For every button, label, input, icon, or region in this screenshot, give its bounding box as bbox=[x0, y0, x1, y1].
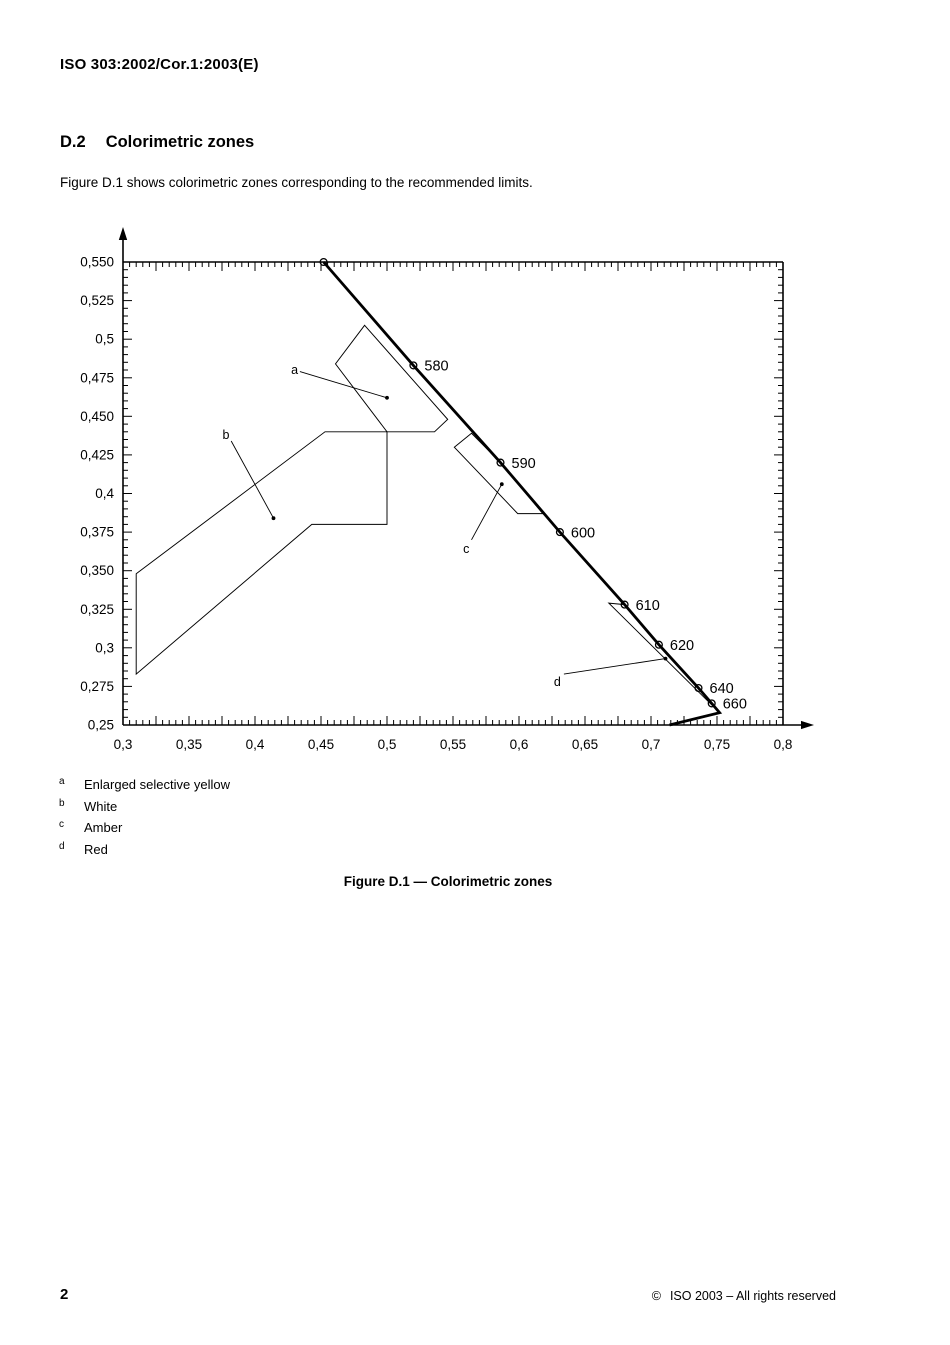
zone-a-letter: a bbox=[291, 363, 298, 377]
x-axis-arrow bbox=[801, 720, 814, 730]
y-tick-label: 0,450 bbox=[80, 409, 114, 424]
legend-item-b: b White bbox=[59, 796, 230, 818]
x-tick-label: 0,55 bbox=[440, 737, 466, 752]
legend-label-b: White bbox=[84, 798, 118, 814]
legend-key-b: b bbox=[59, 797, 65, 809]
x-tick-label: 0,4 bbox=[246, 737, 265, 752]
y-tick-label: 0,4 bbox=[95, 486, 114, 501]
zone-c-leader-dot bbox=[499, 482, 504, 487]
legend-label-c: Amber bbox=[84, 820, 123, 835]
zone-d-leader-dot bbox=[663, 656, 668, 661]
x-tick-label: 0,75 bbox=[704, 737, 730, 752]
wavelength-label-660: 660 bbox=[723, 697, 747, 713]
figure-d1-chart: a b c d 0,3 0,35 0,4 0,45 0,5 0,55 0,6 0,65 0,7 0,75 0… bbox=[80, 227, 814, 752]
wavelength-marker-start bbox=[319, 257, 328, 267]
x-tick-label: 0,7 bbox=[642, 737, 661, 752]
x-tick-label: 0,65 bbox=[572, 737, 598, 752]
x-tick-label: 0,5 bbox=[378, 737, 397, 752]
copyright-notice: © ISO 2003 – All rights reserved bbox=[652, 1289, 836, 1303]
wavelength-label-640: 640 bbox=[710, 681, 734, 697]
intro-paragraph: Figure D.1 shows colorimetric zones corr… bbox=[60, 175, 533, 190]
figure-caption: Figure D.1 — Colorimetric zones bbox=[343, 874, 553, 889]
y-tick-label: 0,550 bbox=[80, 255, 114, 270]
copyright-symbol: © bbox=[651, 1289, 661, 1303]
x-tick-label: 0,8 bbox=[774, 737, 793, 752]
zone-b-leader-dot bbox=[271, 516, 276, 521]
zone-a-outline bbox=[334, 324, 449, 433]
x-tick-label: 0,6 bbox=[510, 737, 529, 752]
y-tick-label: 0,425 bbox=[80, 447, 114, 462]
x-tick-label: 0,35 bbox=[176, 737, 202, 752]
y-tick-label: 0,25 bbox=[88, 718, 114, 733]
zone-a-leader-line bbox=[299, 371, 388, 399]
legend-item-a: a Enlarged selective yellow bbox=[59, 774, 230, 796]
wavelength-marker-600 bbox=[555, 528, 564, 537]
wavelength-marker-580 bbox=[409, 361, 418, 370]
wavelength-marker-640 bbox=[694, 683, 703, 693]
section-title: Colorimetric zones bbox=[105, 133, 255, 151]
zone-d-leader-line bbox=[563, 658, 666, 675]
section-number: D.2 bbox=[60, 133, 86, 151]
y-tick-label: 0,325 bbox=[80, 602, 114, 617]
legend-key-a: a bbox=[59, 776, 65, 787]
wavelength-marker-620 bbox=[654, 640, 663, 649]
x-tick-label: 0,3 bbox=[114, 737, 133, 752]
wavelength-marker-660 bbox=[707, 699, 716, 708]
document-reference: ISO 303:2002/Cor.1:2003(E) bbox=[60, 56, 259, 73]
y-tick-label: 0,275 bbox=[80, 679, 114, 694]
legend-label-d: Red bbox=[84, 841, 108, 857]
zone-a-leader-dot bbox=[385, 395, 389, 400]
y-tick-label: 0,5 bbox=[95, 332, 114, 347]
section-heading: D.2 Colorimetric zones bbox=[60, 133, 254, 152]
zone-c-leader-line bbox=[471, 483, 503, 541]
legend-item-c: c Amber bbox=[59, 817, 230, 839]
y-tick-label: 0,525 bbox=[80, 293, 114, 308]
zone-c-letter: c bbox=[463, 542, 469, 556]
wavelength-label-610: 610 bbox=[636, 598, 660, 614]
zone-d-letter: d bbox=[554, 675, 561, 689]
legend-label-a: Enlarged selective yellow bbox=[84, 777, 230, 792]
spectral-locus bbox=[322, 261, 723, 727]
wavelength-label-580: 580 bbox=[424, 359, 448, 375]
y-tick-label: 0,350 bbox=[80, 563, 114, 578]
wavelength-label-590: 590 bbox=[512, 456, 536, 472]
copyright-text: ISO 2003 – All rights reserved bbox=[669, 1289, 836, 1303]
y-tick-label: 0,375 bbox=[80, 525, 114, 540]
zone-b-outline bbox=[135, 431, 388, 676]
zone-b-letter: b bbox=[223, 428, 230, 442]
y-tick-label: 0,3 bbox=[95, 640, 114, 655]
x-tick-label: 0,45 bbox=[308, 737, 334, 752]
zone-c-outline bbox=[453, 432, 544, 515]
wavelength-label-600: 600 bbox=[571, 525, 595, 541]
legend-key-d: d bbox=[59, 840, 65, 852]
page-number: 2 bbox=[60, 1286, 69, 1303]
legend-item-d: d Red bbox=[59, 839, 230, 861]
y-tick-label: 0,475 bbox=[80, 370, 114, 385]
zone-b-leader-line bbox=[230, 440, 274, 519]
legend-key-c: c bbox=[59, 819, 64, 830]
figure-legend: a Enlarged selective yellow b White c Amber… bbox=[59, 774, 230, 860]
wavelength-label-620: 620 bbox=[670, 638, 694, 654]
wavelength-marker-610 bbox=[620, 600, 629, 609]
wavelength-marker-590 bbox=[496, 458, 505, 467]
y-axis-arrow bbox=[118, 227, 128, 240]
